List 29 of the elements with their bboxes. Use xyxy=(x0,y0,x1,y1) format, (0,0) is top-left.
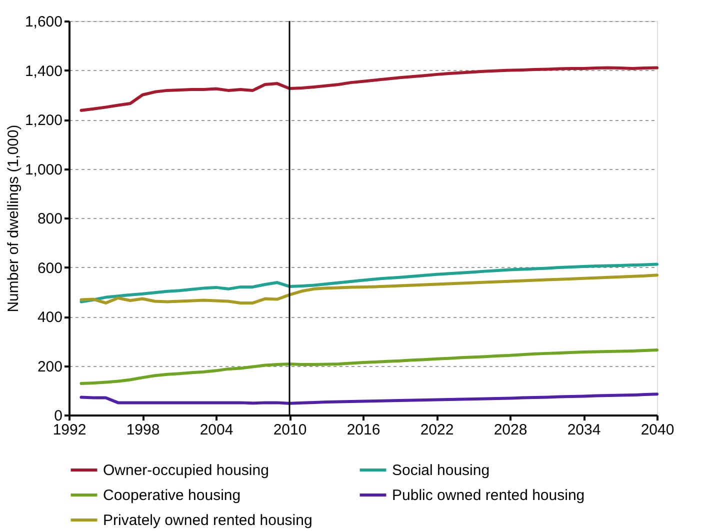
line-series xyxy=(80,66,658,112)
line-series xyxy=(80,392,658,405)
y-tick-label: 200 xyxy=(37,358,62,376)
legend-label: Social housing xyxy=(392,462,490,479)
x-tick-label: 2022 xyxy=(420,422,454,438)
x-tick-label: 2040 xyxy=(640,422,674,438)
legend-label: Cooperative housing xyxy=(103,487,241,504)
y-tick-label: 0 xyxy=(54,408,62,424)
x-tick-label: 1992 xyxy=(52,422,86,438)
x-tick-label: 2028 xyxy=(494,422,528,438)
x-tick-label: 2034 xyxy=(567,422,601,438)
y-axis-title: Number of dwellings (1,000) xyxy=(4,124,22,312)
x-tick-label: 2016 xyxy=(346,422,380,438)
y-tick-label: 1,000 xyxy=(24,161,62,178)
line-series xyxy=(80,348,658,385)
x-tick-label: 2010 xyxy=(273,422,307,438)
y-tick-label: 1,200 xyxy=(24,112,62,129)
x-tick-label: 2004 xyxy=(200,422,234,438)
y-tick-label: 400 xyxy=(37,309,62,326)
line-series xyxy=(80,274,658,304)
y-tick-label: 1,600 xyxy=(24,14,62,30)
y-tick-label: 800 xyxy=(37,210,62,228)
line-series xyxy=(80,262,658,304)
x-tick-label: 1998 xyxy=(126,422,160,438)
y-tick-label: 600 xyxy=(37,260,62,277)
legend-label: Privately owned rented housing xyxy=(103,512,312,529)
legend-label: Owner-occupied housing xyxy=(103,462,269,479)
y-tick-label: 1,400 xyxy=(24,62,62,80)
legend-label: Public owned rented housing xyxy=(392,487,585,504)
